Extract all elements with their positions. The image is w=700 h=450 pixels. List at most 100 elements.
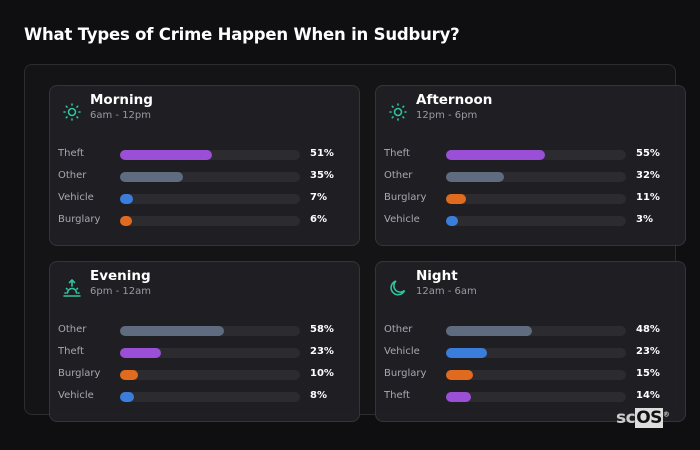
bar-track [446,150,626,160]
crime-label: Other [58,170,87,181]
crime-percent: 7% [310,192,327,203]
bar-track [446,370,626,380]
crime-percent: 8% [310,390,327,401]
logo-text-os: OS [635,408,663,428]
crime-row: Burglary 10% [58,368,348,382]
page-title: What Types of Crime Happen When in Sudbu… [24,25,460,44]
card-morning: Morning 6am - 12pm Theft 51% Other 35% V… [49,85,360,246]
bar-track [120,348,300,358]
card-time-range: 6pm - 12am [90,286,152,297]
crime-label: Theft [58,346,84,357]
bar-fill [120,216,132,226]
bar-track [120,326,300,336]
crime-label: Burglary [384,192,427,203]
bar-fill [446,150,545,160]
crime-row: Theft 51% [58,148,348,162]
bar-fill [446,216,458,226]
bar-track [446,172,626,182]
bar-fill [446,348,488,358]
crime-percent: 23% [310,346,334,357]
bar-track [446,194,626,204]
crime-row: Theft 55% [384,148,674,162]
crime-row: Vehicle 23% [384,346,674,360]
crime-percent: 3% [636,214,653,225]
crime-row: Other 32% [384,170,674,184]
card-afternoon: Afternoon 12pm - 6pm Theft 55% Other 32%… [375,85,686,246]
crime-label: Theft [384,390,410,401]
sun-icon [388,102,408,122]
card-title: Night [416,268,458,284]
logo-text: sc [616,408,636,428]
bar-track [120,194,300,204]
crime-label: Vehicle [58,192,94,203]
crime-percent: 10% [310,368,334,379]
bar-fill [120,326,225,336]
bar-fill [120,150,212,160]
crime-row: Theft 14% [384,390,674,404]
crime-row: Burglary 15% [384,368,674,382]
crime-label: Vehicle [58,390,94,401]
bar-fill [446,370,473,380]
bar-fill [446,392,472,402]
bar-track [120,150,300,160]
card-evening: Evening 6pm - 12am Other 58% Theft 23% B… [49,261,360,422]
crime-row: Theft 23% [58,346,348,360]
bar-track [120,392,300,402]
bar-fill [120,194,133,204]
crime-row: Other 48% [384,324,674,338]
bar-track [120,216,300,226]
bar-fill [446,172,504,182]
sunset-icon [62,278,82,298]
crime-percent: 55% [636,148,660,159]
scos-logo: scOS® [616,408,670,428]
crime-percent: 48% [636,324,660,335]
crime-row: Burglary 11% [384,192,674,206]
card-night: Night 12am - 6am Other 48% Vehicle 23% B… [375,261,686,422]
bar-fill [120,392,135,402]
crime-label: Burglary [58,368,101,379]
crime-percent: 58% [310,324,334,335]
bar-fill [120,370,138,380]
crime-percent: 11% [636,192,660,203]
crime-row: Other 35% [58,170,348,184]
crime-percent: 23% [636,346,660,357]
card-title: Evening [90,268,151,284]
bar-track [446,392,626,402]
crime-label: Burglary [384,368,427,379]
crime-label: Theft [58,148,84,159]
crime-label: Other [58,324,87,335]
moon-icon [388,278,408,298]
crime-percent: 6% [310,214,327,225]
crime-percent: 51% [310,148,334,159]
crime-percent: 32% [636,170,660,181]
crime-label: Other [384,170,413,181]
bar-fill [120,172,183,182]
card-time-range: 12pm - 6pm [416,110,478,121]
crime-label: Theft [384,148,410,159]
card-title: Afternoon [416,92,493,108]
bar-fill [446,326,533,336]
crime-row: Vehicle 8% [58,390,348,404]
bar-fill [446,194,466,204]
crime-percent: 35% [310,170,334,181]
card-time-range: 12am - 6am [416,286,477,297]
crime-percent: 15% [636,368,660,379]
sun-icon [62,102,82,122]
bar-track [446,348,626,358]
crime-percent: 14% [636,390,660,401]
logo-mark: ® [662,410,670,419]
crime-row: Other 58% [58,324,348,338]
crime-label: Other [384,324,413,335]
bar-fill [120,348,162,358]
bar-track [120,172,300,182]
bar-track [446,326,626,336]
bar-track [120,370,300,380]
crime-row: Burglary 6% [58,214,348,228]
bar-track [446,216,626,226]
crime-label: Vehicle [384,214,420,225]
crime-label: Vehicle [384,346,420,357]
card-title: Morning [90,92,153,108]
crime-label: Burglary [58,214,101,225]
crime-row: Vehicle 7% [58,192,348,206]
card-time-range: 6am - 12pm [90,110,152,121]
